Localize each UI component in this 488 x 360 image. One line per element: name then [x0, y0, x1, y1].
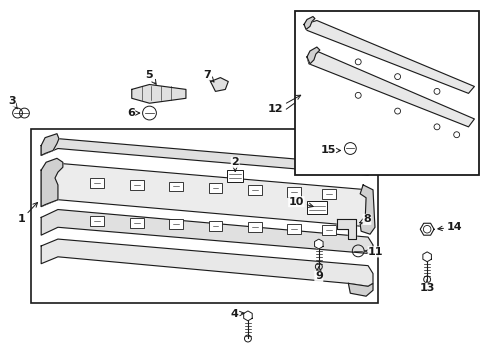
- Text: 8: 8: [359, 215, 370, 224]
- Bar: [247, 222, 261, 232]
- Text: 1: 1: [18, 202, 38, 224]
- Polygon shape: [347, 283, 372, 296]
- Polygon shape: [306, 47, 319, 64]
- Polygon shape: [41, 134, 59, 156]
- Bar: [247, 185, 261, 195]
- Polygon shape: [360, 185, 374, 234]
- Bar: [31, 129, 377, 303]
- Polygon shape: [422, 252, 430, 262]
- Text: 2: 2: [231, 157, 239, 171]
- Text: 3: 3: [8, 96, 18, 109]
- Text: 10: 10: [288, 197, 312, 207]
- Text: 12: 12: [268, 104, 284, 114]
- Bar: [90, 216, 104, 226]
- Text: 13: 13: [419, 280, 434, 293]
- Bar: [169, 219, 183, 229]
- Polygon shape: [336, 219, 356, 239]
- Bar: [208, 183, 222, 193]
- Bar: [295, 11, 478, 175]
- Text: 15: 15: [320, 145, 340, 156]
- Bar: [306, 201, 326, 215]
- Polygon shape: [306, 52, 473, 127]
- Polygon shape: [131, 85, 185, 103]
- Text: 11: 11: [364, 247, 383, 257]
- Polygon shape: [304, 21, 473, 93]
- Text: 6: 6: [126, 108, 140, 118]
- Bar: [129, 180, 143, 190]
- Polygon shape: [41, 239, 372, 286]
- Text: 14: 14: [437, 222, 462, 232]
- Polygon shape: [210, 78, 228, 91]
- Polygon shape: [41, 158, 63, 207]
- Bar: [287, 224, 301, 234]
- Text: 15: 15: [322, 145, 336, 156]
- Bar: [129, 218, 143, 228]
- Polygon shape: [419, 223, 433, 235]
- Text: 5: 5: [145, 69, 156, 84]
- Text: 7: 7: [203, 69, 214, 82]
- Polygon shape: [243, 311, 252, 321]
- Polygon shape: [41, 210, 372, 254]
- Text: 9: 9: [314, 267, 322, 282]
- Bar: [227, 170, 243, 182]
- Bar: [321, 189, 335, 198]
- Polygon shape: [304, 17, 314, 30]
- Text: 12: 12: [267, 95, 300, 114]
- Bar: [287, 187, 301, 197]
- Polygon shape: [41, 139, 372, 175]
- Bar: [321, 225, 335, 235]
- Bar: [90, 178, 104, 188]
- Bar: [208, 221, 222, 231]
- Polygon shape: [314, 239, 323, 249]
- Polygon shape: [41, 163, 372, 227]
- Text: 4: 4: [230, 309, 244, 319]
- Bar: [169, 181, 183, 192]
